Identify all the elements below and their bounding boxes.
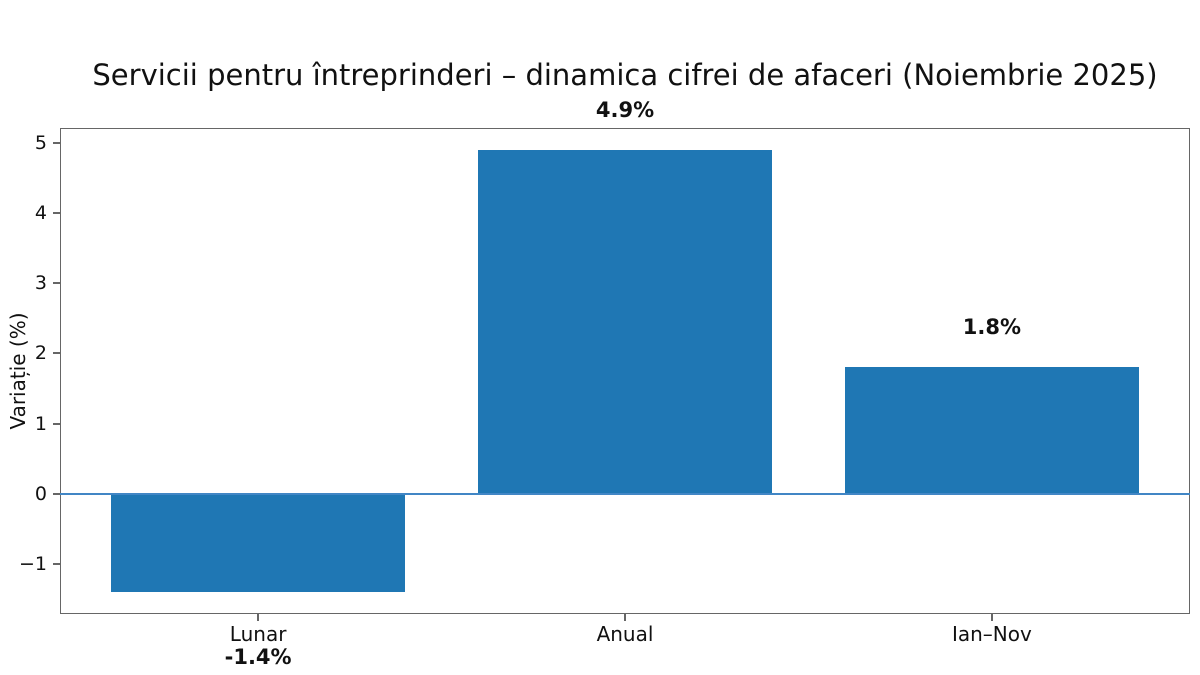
x-tick-label: Lunar bbox=[229, 622, 287, 646]
bar-lunar bbox=[111, 493, 405, 592]
y-tick-mark bbox=[53, 142, 60, 145]
zero-line bbox=[60, 492, 1190, 495]
y-tick-label: 1 bbox=[34, 412, 47, 435]
y-tick-mark bbox=[53, 492, 60, 495]
x-tick-label: Anual bbox=[596, 622, 654, 646]
x-tick-mark bbox=[257, 614, 260, 621]
y-tick-mark bbox=[53, 212, 60, 215]
value-label: 1.8% bbox=[962, 315, 1021, 340]
x-tick-mark bbox=[990, 614, 993, 621]
y-tick-mark bbox=[53, 562, 60, 565]
y-tick-mark bbox=[53, 422, 60, 425]
bar-ian-nov bbox=[845, 367, 1139, 494]
x-tick-label: Ian–Nov bbox=[951, 622, 1032, 646]
x-tick-mark bbox=[624, 614, 626, 621]
y-tick-label: 5 bbox=[34, 132, 47, 155]
y-tick-label: −1 bbox=[18, 552, 47, 575]
bar-anual bbox=[478, 150, 772, 494]
y-tick-mark bbox=[53, 352, 60, 355]
y-tick-label: 0 bbox=[34, 482, 47, 505]
y-tick-label: 4 bbox=[34, 202, 47, 225]
y-tick-label: 2 bbox=[34, 342, 47, 365]
y-tick-mark bbox=[53, 282, 60, 285]
chart-title: Servicii pentru întreprinderi – dinamica… bbox=[92, 58, 1158, 92]
y-tick-label: 3 bbox=[34, 272, 47, 295]
value-label: -1.4% bbox=[224, 644, 292, 669]
value-label: 4.9% bbox=[595, 98, 655, 123]
